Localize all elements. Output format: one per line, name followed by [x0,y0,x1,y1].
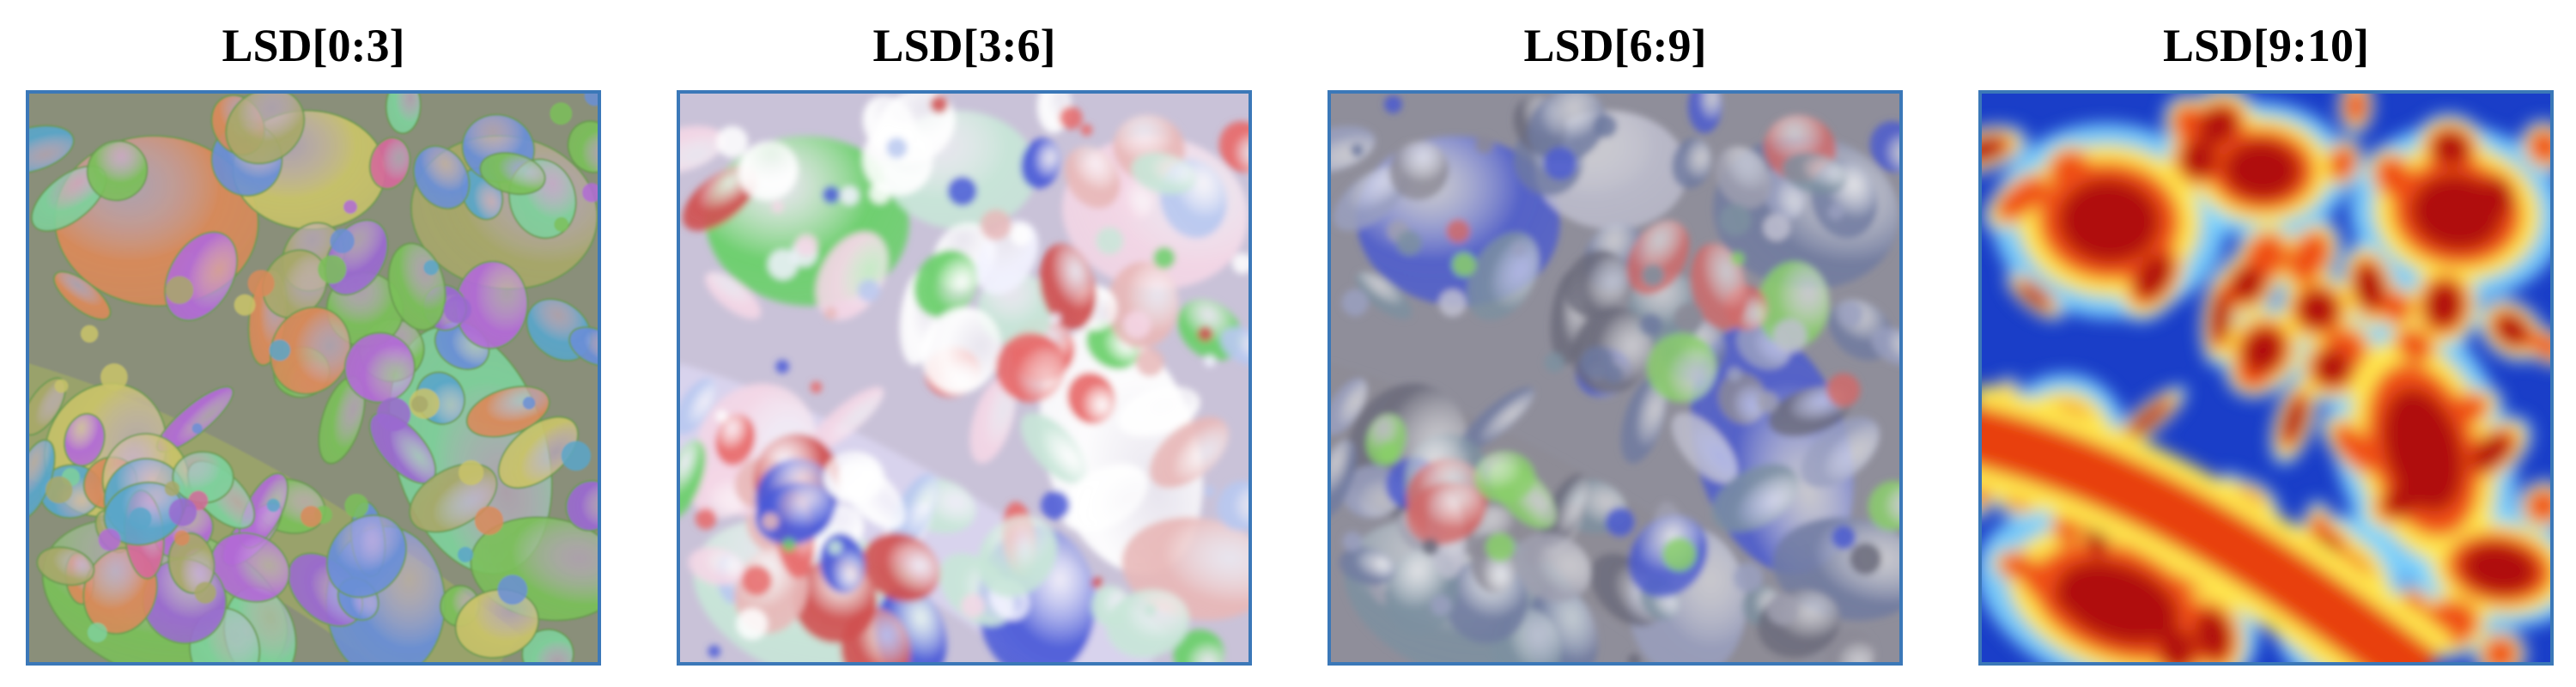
panel-lsd-9-10: LSD[9:10] [1978,0,2554,687]
panel-lsd-6-9: LSD[6:9] [1327,0,1903,687]
lsd-3-6-image [677,90,1252,666]
lsd-9-10-image [1978,90,2554,666]
panel-lsd-0-3: LSD[0:3] [26,0,601,687]
panel-title: LSD[3:6] [872,20,1056,71]
panel-lsd-3-6: LSD[3:6] [677,0,1252,687]
lsd-0-3-image [26,90,601,666]
panel-title: LSD[9:10] [2163,20,2369,71]
lsd-6-9-image [1327,90,1903,666]
panel-title: LSD[6:9] [1523,20,1707,71]
panel-title: LSD[0:3] [222,20,405,71]
